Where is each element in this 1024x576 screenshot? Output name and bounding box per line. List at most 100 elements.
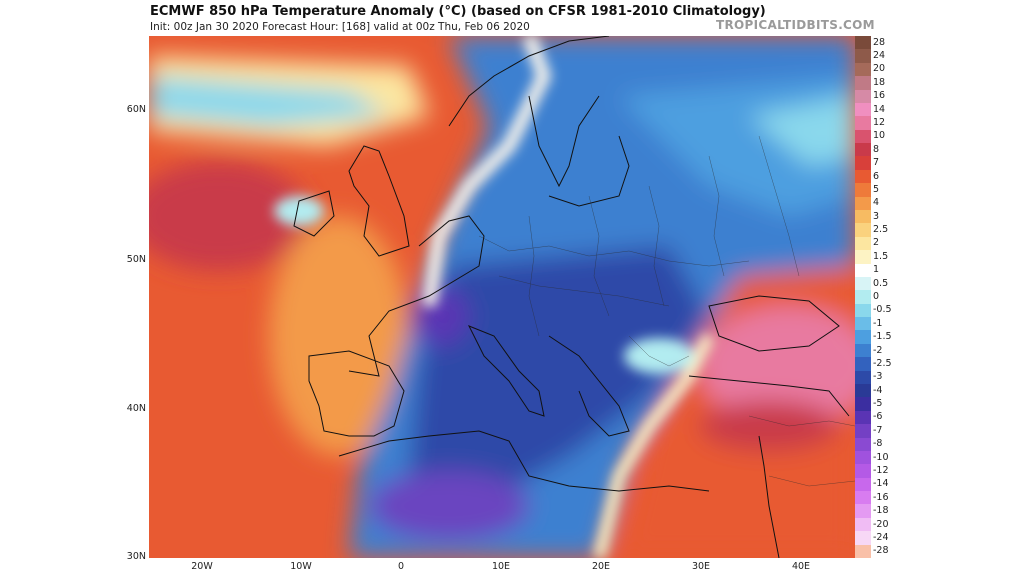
colorbar-tick-label: 6 [873,170,880,182]
border-line [588,195,610,317]
colorbar-tick-label: -18 [873,505,889,517]
anomaly-map-svg [149,36,855,558]
colorbar-segment [855,36,871,50]
colorbar-tick-label: 2.5 [873,224,889,236]
colorbar-segment [855,450,871,465]
purple-france [409,286,469,346]
lon-label-10e: 10E [491,561,511,572]
colorbar-tick-label: 2 [873,237,880,249]
colorbar-tick-label: 0.5 [873,277,889,289]
colorbar-segment [855,223,871,238]
pink-turkey [699,306,855,426]
colorbar-segment [855,62,871,77]
balkans-cool-patch [624,338,694,374]
colorbar-segment [855,397,871,412]
colorbar-tick-label: -2.5 [873,357,892,369]
colorbar-tick-label: -1 [873,317,883,329]
colorbar-segment [855,370,871,385]
border-line [648,185,665,307]
colorbar-tick-label: 8 [873,143,880,155]
colorbar-segment [855,143,871,157]
lat-label-40n: 40N [126,403,146,414]
front-band-west [422,36,552,307]
baltic-coast [548,135,630,207]
colorbar-segment [855,276,871,291]
colorbar-segment [855,464,871,479]
chart-subtitle: Init: 00z Jan 30 2020 Forecast Hour: [16… [150,21,530,33]
colorbar-segment [855,357,871,372]
colorbar-tick-label: 24 [873,50,886,62]
lat-label-30n: 30N [126,551,146,562]
colorbar-segment [855,384,871,398]
colorbar-tick-label: -5 [873,398,883,410]
colorbar-tick-label: 12 [873,117,886,128]
colorbar-tick-label: -3 [873,371,883,383]
border-line [478,235,750,267]
colorbar-segment [855,504,871,519]
lon-label-30e: 30E [691,561,711,572]
brand-watermark: TROPICALTIDBITS.COM [716,18,875,32]
colorbar-segment [855,517,871,532]
anomaly-map [149,36,855,558]
colorbar-tick-label: 18 [873,76,886,88]
colorbar-tick-label: -1.5 [873,331,892,343]
colorbar-segment [855,116,871,131]
border-line [528,215,540,337]
north-africa-coast [338,430,710,492]
colorbar-segment [855,531,871,546]
colorbar-tick-label: 1 [873,264,880,276]
colorbar-segment [855,196,871,211]
lon-label-20e: 20E [591,561,611,572]
colorbar-tick-label: -12 [873,465,889,476]
colorbar [855,36,871,559]
lon-label-20w: 20W [191,561,213,572]
colorbar-tick-label: -8 [873,438,883,450]
border-line [768,475,855,487]
colorbar-tick-label: -0.5 [873,304,892,316]
deep-cool-core [409,246,709,506]
colorbar-segment [855,317,871,331]
colorbar-tick-label: 10 [873,130,886,142]
colorbar-tick-label: -16 [873,491,889,503]
italy [467,325,545,417]
ireland [293,190,335,237]
lat-label-60n: 60N [126,104,146,115]
colorbar-tick-label: -7 [873,424,883,436]
black-sea [708,295,840,352]
colorbar-segment [855,544,871,559]
colorbar-tick-label: 28 [873,36,886,48]
border-line [748,415,855,427]
chart-title: ECMWF 850 hPa Temperature Anomaly (°C) (… [150,4,766,19]
iberia [308,350,405,437]
border-line [498,275,670,307]
norway-coast [448,36,610,127]
colorbar-tick-label: -6 [873,411,883,423]
colorbar-segment [855,290,871,305]
purple-north-africa [369,471,529,541]
colorbar-segment [855,49,871,64]
colorbar-tick-label: -24 [873,531,889,543]
russia-cyan [749,96,855,166]
france-coast [348,215,485,377]
border-line [628,335,690,367]
border-line [758,135,800,277]
colorbar-tick-label: -20 [873,518,889,530]
lat-label-50n: 50N [126,254,146,265]
front-band-east [593,333,715,558]
colorbar-tick-label: 3 [873,210,880,222]
coastlines [293,36,850,558]
colorbar-segment [855,477,871,492]
colorbar-segment [855,424,871,439]
colorbar-segment [855,263,871,278]
deep-warm-atlantic [149,161,309,271]
colorbar-segment [855,491,871,505]
colorbar-tick-label: 7 [873,157,880,169]
colorbar-segment [855,330,871,345]
deep-red-levant [699,401,839,451]
turkey-south-coast [688,375,850,417]
balkans-coast [548,335,630,437]
colorbar-tick-label: -2 [873,344,883,356]
colorbar-segment [855,343,871,358]
colorbar-segment [855,183,871,198]
colorbar-tick-label: 4 [873,197,880,209]
